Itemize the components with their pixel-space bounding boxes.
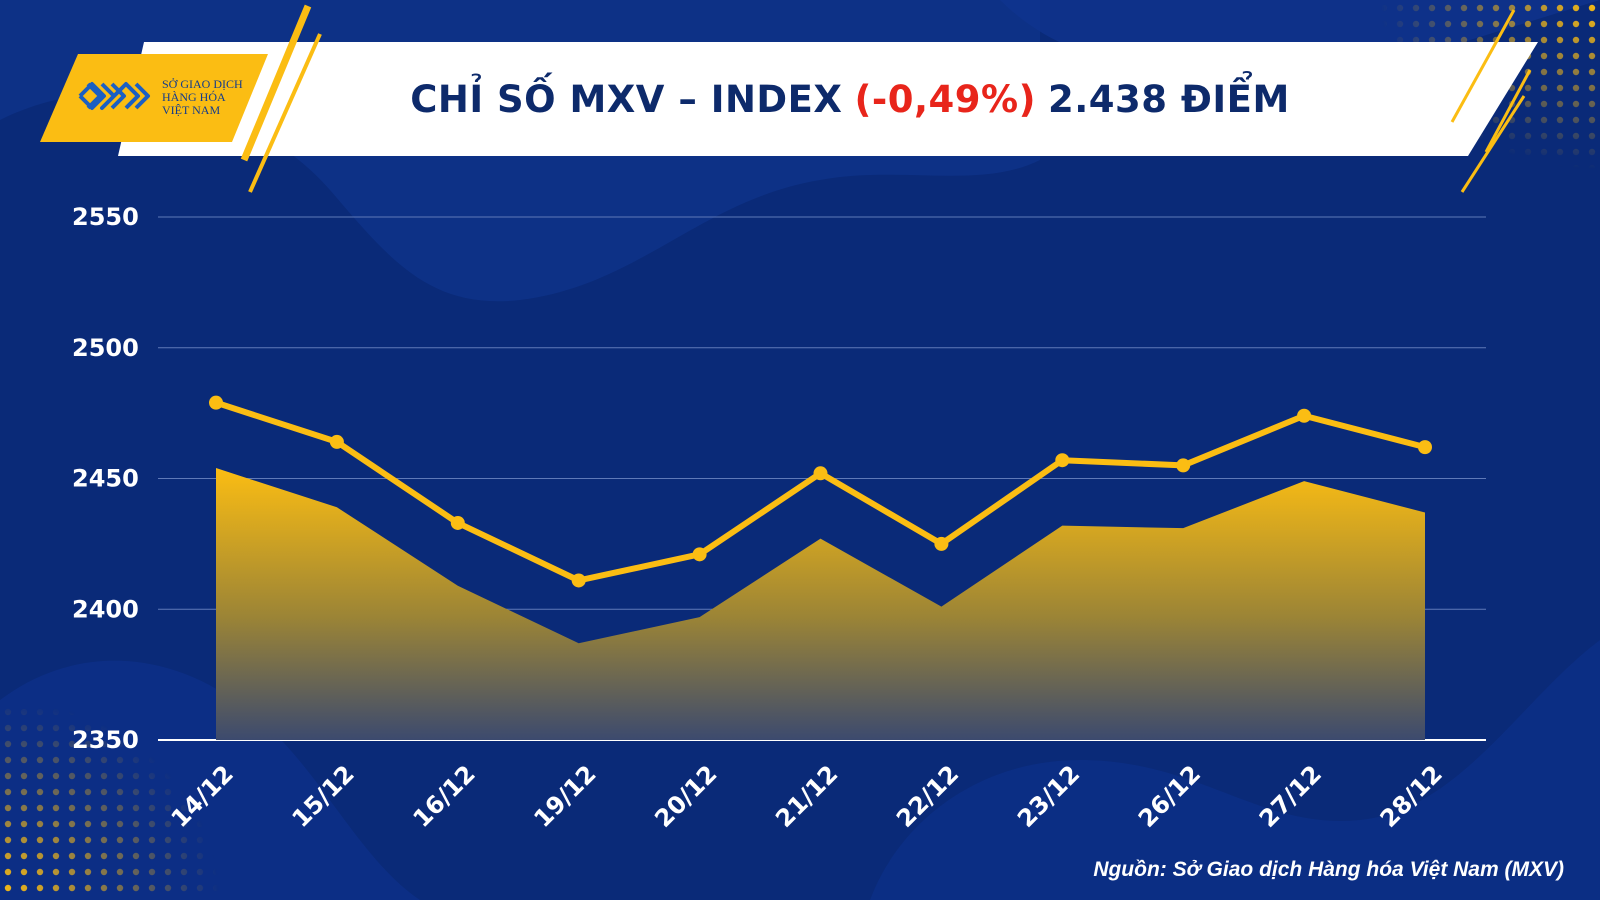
x-tick-label: 21/12 <box>770 760 843 833</box>
chart-title: CHỈ SỐ MXV – INDEX (-0,49%) 2.438 ĐIỂM <box>300 42 1400 156</box>
x-tick-label: 23/12 <box>1012 760 1085 833</box>
y-tick-label: 2350 <box>72 726 139 754</box>
mxv-logo-icon <box>78 82 150 110</box>
x-tick-label: 19/12 <box>528 760 601 833</box>
y-tick-label: 2550 <box>72 203 139 231</box>
title-banner <box>118 42 1538 156</box>
logo-line-2: HÀNG HÓA <box>162 90 226 104</box>
x-tick-label: 16/12 <box>408 760 481 833</box>
data-point <box>692 547 707 562</box>
x-tick-label: 14/12 <box>166 760 239 833</box>
logo-text: SỞ GIAO DỊCH HÀNG HÓA VIỆT NAM <box>162 78 243 117</box>
data-point <box>1297 408 1312 423</box>
logo-line-1: SỞ GIAO DỊCH <box>162 77 243 91</box>
data-point <box>450 515 465 530</box>
y-tick-label: 2400 <box>72 595 139 623</box>
x-tick-label: 15/12 <box>287 760 360 833</box>
area-series <box>216 468 1425 740</box>
data-point <box>329 434 344 449</box>
data-point <box>1418 440 1432 455</box>
title-main: CHỈ SỐ MXV – INDEX <box>410 77 843 121</box>
x-tick-label: 28/12 <box>1375 760 1448 833</box>
data-point <box>813 466 828 481</box>
x-tick-label: 27/12 <box>1254 760 1327 833</box>
y-tick-label: 2500 <box>72 334 139 362</box>
title-value: 2.438 ĐIỂM <box>1048 77 1290 121</box>
source-note: Nguồn: Sở Giao dịch Hàng hóa Việt Nam (M… <box>1093 858 1564 881</box>
y-tick-label: 2450 <box>72 465 139 493</box>
logo-block <box>40 4 1532 193</box>
logo-line-3: VIỆT NAM <box>162 103 221 117</box>
data-point <box>571 573 586 588</box>
data-point <box>209 395 223 410</box>
x-tick-label: 26/12 <box>1133 760 1206 833</box>
x-tick-label: 22/12 <box>891 760 964 833</box>
x-tick-label: 20/12 <box>649 760 722 833</box>
data-point <box>934 536 949 551</box>
data-point <box>1176 458 1191 473</box>
title-change: (-0,49%) <box>854 77 1036 121</box>
data-point <box>1055 453 1070 468</box>
